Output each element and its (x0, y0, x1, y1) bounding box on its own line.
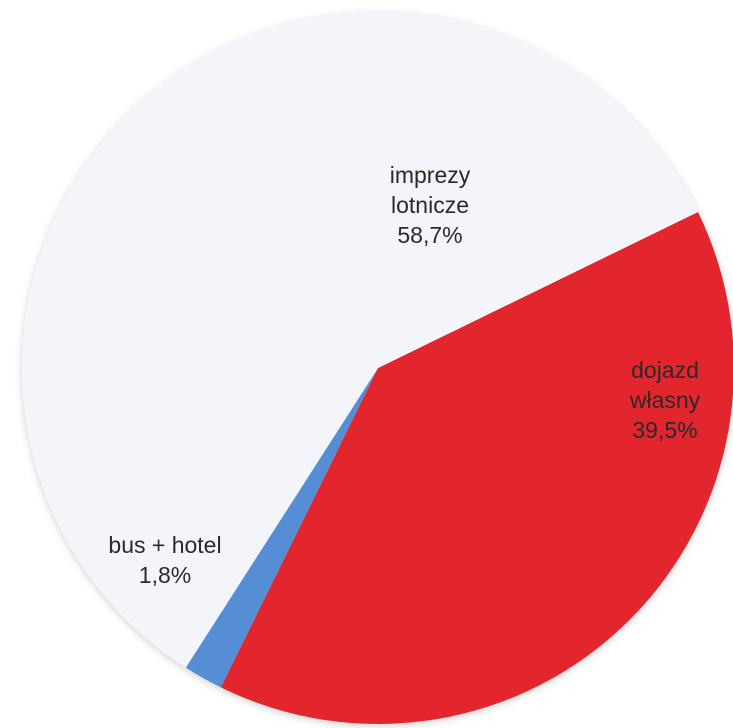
slice-category-label: dojazd własny (629, 357, 701, 413)
slice-value-label: 58,7% (397, 222, 463, 248)
slice-category-label: imprezy lotnicze (389, 162, 471, 218)
slice-category-label: bus + hotel (108, 532, 222, 558)
slice-value-label: 1,8% (138, 562, 192, 588)
slices (22, 12, 733, 724)
pie-slice (185, 368, 378, 688)
slice-value-label: 39,5% (632, 417, 698, 443)
pie-slice (22, 12, 698, 668)
pie-slice (220, 211, 733, 724)
